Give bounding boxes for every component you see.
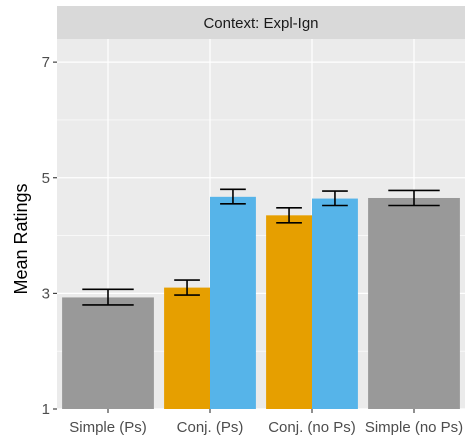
- bar: [164, 287, 210, 409]
- y-tick-label: 3: [42, 285, 50, 302]
- error-bars: [82, 188, 440, 306]
- y-axis: 1 3 5 7: [42, 54, 57, 418]
- error-bar: [388, 189, 440, 207]
- error-bar: [322, 190, 348, 207]
- bar: [266, 215, 312, 409]
- error-bar: [220, 188, 246, 205]
- y-tick-label: 1: [42, 401, 50, 418]
- error-bar: [276, 207, 302, 224]
- y-tick-label: 5: [42, 170, 50, 187]
- bar: [210, 196, 256, 409]
- error-bar: [82, 288, 134, 306]
- facet-label: Context: Expl-Ign: [203, 15, 318, 32]
- bar: [368, 197, 460, 409]
- strip-background: [57, 6, 465, 39]
- x-tick-label: Conj. (Ps): [177, 419, 244, 436]
- x-axis: Simple (Ps) Conj. (Ps) Conj. (no Ps) Simple…: [69, 409, 463, 436]
- y-axis-title: Mean Ratings: [11, 183, 31, 294]
- x-tick-label: Conj. (no Ps): [268, 419, 356, 436]
- x-tick-label: Simple (no Ps): [365, 419, 463, 436]
- bars: [62, 196, 460, 409]
- error-bar: [174, 279, 200, 296]
- bar: [62, 297, 154, 409]
- x-tick-label: Simple (Ps): [69, 419, 147, 436]
- bar: [312, 198, 358, 409]
- y-tick-label: 7: [42, 54, 50, 71]
